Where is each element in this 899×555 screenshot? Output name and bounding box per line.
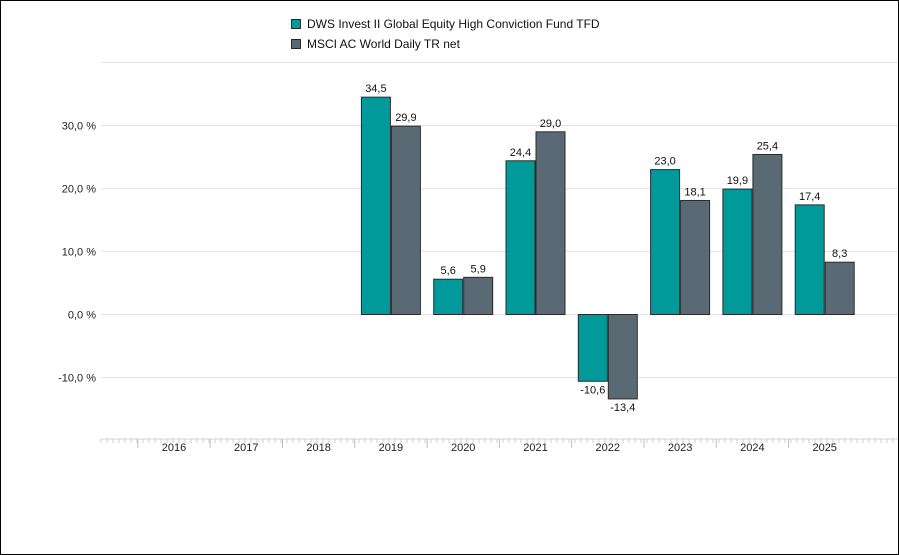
bar-fund	[650, 169, 681, 315]
y-tick-label: 0,0 %	[68, 310, 96, 322]
data-label-fund: -10,6	[580, 384, 605, 396]
legend-label-benchmark: MSCI AC World Daily TR net	[307, 37, 460, 51]
bar-fund	[794, 204, 825, 316]
x-tick-label: 2025	[812, 442, 836, 454]
legend-item-fund[interactable]: DWS Invest II Global Equity High Convict…	[291, 14, 600, 34]
legend-swatch-benchmark	[291, 39, 301, 49]
data-label-fund: 23,0	[654, 156, 675, 168]
bar-fund	[505, 160, 536, 315]
bar-benchmark	[535, 131, 566, 315]
x-tick-label: 2017	[234, 442, 258, 454]
x-tick-label: 2024	[740, 442, 764, 454]
legend-item-benchmark[interactable]: MSCI AC World Daily TR net	[291, 34, 600, 54]
data-label-fund: 5,6	[441, 265, 456, 277]
x-tick-label: 2018	[306, 442, 330, 454]
data-label-benchmark: 5,9	[471, 263, 486, 275]
data-label-benchmark: 25,4	[757, 140, 778, 152]
bar-benchmark	[607, 314, 638, 400]
data-label-fund: 24,4	[510, 147, 531, 159]
bar-benchmark	[680, 199, 711, 315]
data-label-benchmark: -13,4	[610, 402, 635, 414]
y-tick-label: 20,0 %	[62, 184, 96, 196]
bar-fund	[360, 96, 391, 316]
bar-benchmark	[824, 261, 855, 315]
y-tick-label: 30,0 %	[62, 121, 96, 133]
x-tick-label: 2023	[668, 442, 692, 454]
bar-benchmark	[390, 125, 421, 315]
legend-swatch-fund	[291, 19, 301, 29]
bar-fund	[722, 188, 753, 316]
data-label-fund: 19,9	[727, 175, 748, 187]
y-tick-label: 10,0 %	[62, 247, 96, 259]
bar-fund	[433, 278, 464, 315]
data-label-benchmark: 29,9	[395, 112, 416, 124]
data-label-fund: 34,5	[365, 83, 386, 95]
y-tick-label: -10,0 %	[58, 373, 96, 385]
data-label-fund: 17,4	[799, 191, 820, 203]
legend-label-fund: DWS Invest II Global Equity High Convict…	[307, 17, 600, 31]
data-label-benchmark: 18,1	[684, 186, 705, 198]
bar-fund	[577, 314, 608, 382]
data-label-benchmark: 29,0	[540, 118, 561, 130]
bar-benchmark	[752, 153, 783, 315]
x-tick-label: 2019	[379, 442, 403, 454]
chart-legend: DWS Invest II Global Equity High Convict…	[291, 14, 600, 54]
x-tick-label: 2020	[451, 442, 475, 454]
x-tick-label: 2021	[523, 442, 547, 454]
x-tick-label: 2016	[162, 442, 186, 454]
bar-benchmark	[463, 276, 494, 315]
data-label-benchmark: 8,3	[832, 248, 847, 260]
x-tick-label: 2022	[596, 442, 620, 454]
